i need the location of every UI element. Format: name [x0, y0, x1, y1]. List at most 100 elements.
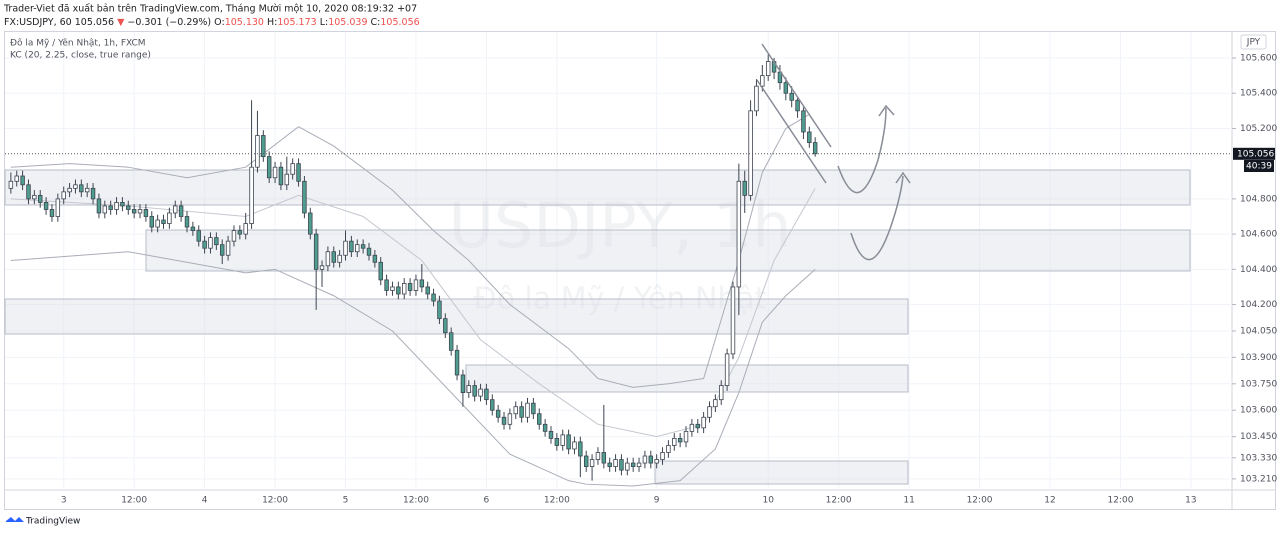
ohlc-label: H: [267, 17, 277, 28]
candle-body [466, 385, 472, 394]
candle-body [630, 462, 636, 467]
candle-body [554, 438, 560, 446]
ohlc-value: 105.039 [328, 17, 367, 28]
candle-body [413, 279, 419, 291]
candle-body [266, 156, 272, 179]
x-tick-label: 12:00 [262, 496, 288, 506]
x-tick-label: 9 [654, 496, 660, 506]
channel-line [10, 188, 816, 438]
candle-body [67, 187, 72, 193]
candle-body [495, 409, 501, 418]
candle-body [730, 286, 736, 355]
candle-body [343, 240, 348, 256]
zone [145, 229, 1191, 272]
candle-body [625, 462, 630, 471]
y-tick-label: 103.900 [1240, 353, 1277, 363]
last-price-label: 105.056 [1237, 149, 1274, 159]
candle-body [548, 430, 554, 439]
ohlc-label: O: [214, 17, 225, 28]
x-tick-label: 12:00 [967, 496, 993, 506]
symbol: FX:USDJPY, 60 105.056 [4, 17, 114, 28]
candle-body [155, 219, 160, 228]
candle-body [249, 166, 254, 224]
candle-body [666, 445, 671, 453]
x-tick-label: 6 [484, 496, 490, 506]
x-tick-label: 12:00 [403, 496, 429, 506]
candle-body [231, 230, 237, 242]
candle-body [484, 388, 489, 401]
grid [5, 32, 1232, 490]
y-tick-label: 105.400 [1240, 89, 1277, 99]
candle-body [284, 173, 290, 186]
y-tick-label: 103.750 [1240, 379, 1277, 389]
channel-line [10, 251, 816, 487]
candle-body [384, 279, 389, 291]
x-tick-label: 12:00 [826, 496, 852, 506]
ohlc-label: C: [371, 17, 381, 28]
candle-body [765, 61, 771, 77]
candle-body [648, 455, 654, 464]
x-tick-label: 10 [762, 496, 774, 506]
x-tick-label: 11 [903, 496, 914, 506]
y-tick-label: 104.050 [1240, 326, 1277, 336]
candle-body [607, 462, 612, 467]
y-tick-label: 104.400 [1240, 265, 1277, 275]
trend-line [756, 79, 827, 184]
candle-body [407, 283, 413, 291]
candle-body [812, 142, 818, 155]
candle-body [73, 184, 78, 189]
candle-body [401, 283, 407, 295]
candle-body [448, 332, 454, 351]
candle-body [472, 385, 477, 397]
candle-body [425, 286, 430, 295]
plot [5, 54, 1232, 487]
candle-body [319, 265, 325, 270]
candle-body [131, 209, 137, 214]
arrow-head [878, 104, 895, 117]
zone [4, 169, 1191, 206]
candle-body [719, 385, 724, 401]
candle-body [96, 198, 102, 214]
candle-body [677, 438, 683, 443]
candle-body [313, 233, 319, 270]
candle-body [501, 416, 507, 425]
candle-body [490, 399, 495, 411]
ohlc-value: 105.130 [225, 17, 264, 28]
candle-body [724, 353, 730, 386]
candle-body [8, 180, 14, 189]
currency-label[interactable]: JPY [1246, 38, 1261, 48]
candle-body [237, 230, 243, 235]
x-tick-label: 12:00 [544, 496, 570, 506]
candle-body [707, 406, 712, 418]
countdown: 40:39 [1246, 162, 1272, 172]
candle-body [225, 240, 231, 256]
y-tick-label: 105.200 [1240, 124, 1277, 134]
candle-body [683, 430, 689, 443]
zone [654, 460, 909, 485]
candle-body [43, 202, 49, 210]
candle-body [114, 202, 119, 210]
y-tick-label: 103.600 [1240, 406, 1277, 416]
zone [4, 298, 909, 335]
candle-body [296, 163, 301, 182]
change-arrow: ▼ [117, 17, 125, 28]
candle-body [167, 212, 172, 224]
currency-button[interactable] [1240, 34, 1267, 50]
candle-body [578, 441, 583, 457]
candle-body [190, 226, 196, 231]
candle-body [748, 110, 753, 196]
candle-body [437, 300, 442, 320]
y-tick-label: 103.330 [1240, 453, 1277, 463]
candle-body [654, 459, 659, 464]
arrow-head [895, 171, 911, 184]
candle-body [378, 261, 383, 281]
candle-body [783, 82, 789, 94]
candle-body [390, 286, 395, 291]
quote-line: FX:USDJPY, 60 105.056 ▼ −0.301 (−0.29%) … [4, 17, 420, 28]
candle-body [537, 413, 542, 425]
candle-body [272, 166, 278, 179]
candle-body [531, 402, 536, 415]
x-tick-label: 5 [343, 496, 349, 506]
candle-body [478, 388, 483, 397]
candle-body [807, 131, 812, 143]
